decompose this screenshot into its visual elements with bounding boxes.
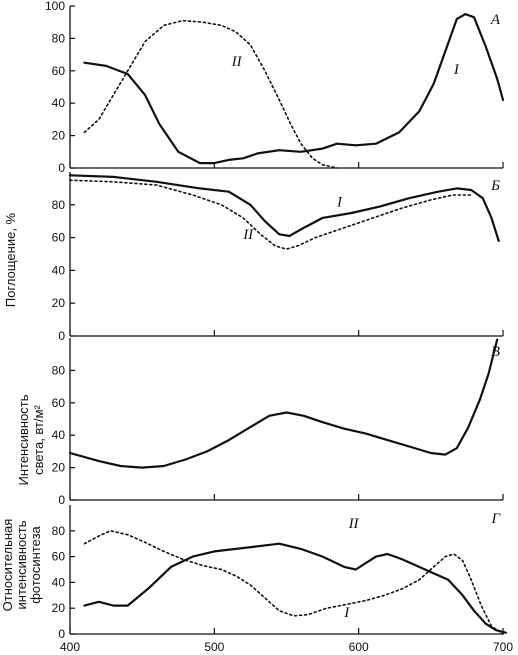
series-line-ii xyxy=(83,19,338,169)
series-line-ii xyxy=(69,179,472,250)
panel-label: Г xyxy=(490,511,501,527)
y-tick-label: 40 xyxy=(52,263,66,277)
ylabel-light-line1: Интенсивность xyxy=(16,394,31,485)
series-line-i xyxy=(68,174,500,242)
series-line-i xyxy=(83,13,505,165)
ylabel-photosynthesis: Относительная интенсивность фотосинтеза xyxy=(0,519,43,612)
y-tick-label: 80 xyxy=(52,31,66,45)
y-tick-label: 60 xyxy=(52,231,66,245)
x-tick-label: 400 xyxy=(60,640,80,654)
y-tick-label: 20 xyxy=(52,601,66,615)
y-tick-label: 20 xyxy=(52,129,66,143)
y-tick-label: 80 xyxy=(52,198,66,212)
ylabel-ps-line2: интенсивность xyxy=(14,520,29,609)
y-tick-label: 0 xyxy=(58,493,65,507)
y-tick-label: 20 xyxy=(52,296,66,310)
y-tick-label: 60 xyxy=(52,64,66,78)
y-tick-label: 0 xyxy=(58,329,65,343)
y-tick-label: 60 xyxy=(52,550,66,564)
panel-label: Б xyxy=(490,178,500,194)
ylabel-light-intensity: Интенсивность света, вт/м² xyxy=(16,394,46,485)
series-label: II xyxy=(348,516,360,532)
y-tick-label: 100 xyxy=(45,0,65,13)
series-line-main xyxy=(68,338,499,469)
y-tick-label: 0 xyxy=(58,627,65,641)
series-label: I xyxy=(453,62,460,78)
y-tick-label: 40 xyxy=(52,96,66,110)
ylabel-absorption: Поглощение, % xyxy=(3,212,18,307)
x-tick-label: 600 xyxy=(349,640,369,654)
x-tick-label: 700 xyxy=(493,640,513,654)
series-line-ii xyxy=(83,542,507,634)
y-tick-label: 0 xyxy=(58,161,65,175)
y-tick-label: 40 xyxy=(52,428,66,442)
y-tick-label: 40 xyxy=(52,575,66,589)
panel-label: В xyxy=(491,344,500,360)
series-label: I xyxy=(343,605,350,621)
x-tick-label: 500 xyxy=(204,640,224,654)
ylabel-light-line2: света, вт/м² xyxy=(31,404,46,474)
panel-label: А xyxy=(490,12,501,28)
series-label: II xyxy=(242,227,254,243)
y-tick-label: 80 xyxy=(52,524,66,538)
series-label: II xyxy=(231,54,243,70)
ylabel-ps-line3: фотосинтеза xyxy=(28,525,43,603)
y-tick-label: 80 xyxy=(52,363,66,377)
ylabel-ps-line1: Относительная xyxy=(0,519,15,612)
y-tick-label: 60 xyxy=(52,396,66,410)
panel-3: 0 20 40 60 80 В xyxy=(52,338,504,507)
series-line-i xyxy=(83,530,504,635)
series-label: I xyxy=(336,194,343,210)
y-tick-label: 20 xyxy=(52,461,66,475)
